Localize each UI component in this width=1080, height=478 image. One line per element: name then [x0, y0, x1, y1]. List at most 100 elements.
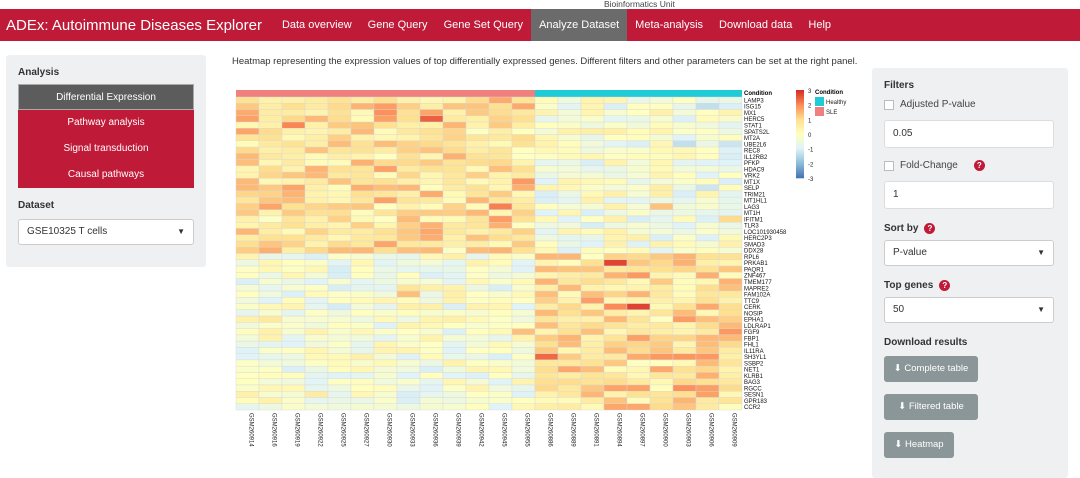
nav-gene-set-query[interactable]: Gene Set Query [443, 19, 524, 31]
heatmap-cell [511, 397, 536, 404]
help-icon[interactable]: ? [939, 280, 951, 291]
fold-change-checkbox[interactable]: Fold-Change? [884, 160, 1056, 171]
heatmap-cell [672, 328, 697, 336]
color-scale-segment [796, 132, 804, 135]
row-label: HERC5 [744, 117, 765, 123]
adj-pvalue-input[interactable]: 0.05 [884, 120, 1054, 148]
heatmap-cell [603, 196, 628, 204]
adj-pvalue-checkbox[interactable]: Adjusted P-value [884, 99, 1056, 110]
heatmap-cell [672, 184, 697, 192]
heatmap-cell [557, 315, 582, 323]
heatmap-cell [718, 372, 743, 379]
top-genes-select[interactable]: 50 ▼ [884, 297, 1054, 323]
nav-meta-analysis[interactable]: Meta-analysis [635, 19, 704, 31]
fold-change-input[interactable]: 1 [884, 181, 1054, 209]
color-scale-segment [796, 126, 804, 129]
download-filtered-table-button[interactable]: ⬇ Filtered table [884, 394, 978, 420]
heatmap-cell [350, 253, 375, 260]
heatmap-cell [511, 391, 536, 398]
dataset-label: Dataset [18, 200, 55, 211]
heatmap-cell [396, 253, 421, 260]
heatmap-cell [672, 309, 697, 317]
heatmap-cell [235, 153, 260, 160]
heatmap-cell [603, 303, 628, 311]
heatmap-cell [534, 165, 559, 173]
heatmap-cell [511, 134, 536, 142]
heatmap-cell [603, 115, 628, 123]
heatmap-cell [534, 159, 559, 167]
heatmap-cell [580, 234, 605, 242]
heatmap-cell [603, 134, 628, 142]
heatmap-cell [603, 165, 628, 173]
dataset-select[interactable]: GSE10325 T cells ▼ [18, 219, 194, 245]
heatmap-cell [235, 128, 260, 135]
help-icon[interactable]: ? [924, 223, 936, 234]
analysis-differential-expression[interactable]: Differential Expression [18, 84, 194, 110]
heatmap-cell [695, 353, 720, 361]
heatmap-cell [235, 403, 260, 411]
heatmap-cell [672, 146, 697, 154]
heatmap-cell [534, 359, 559, 367]
nav-analyze-dataset[interactable]: Analyze Dataset [531, 9, 628, 41]
heatmap-cell [557, 391, 582, 398]
heatmap-cell [442, 384, 467, 392]
heatmap-cell [235, 96, 260, 104]
row-label: KLRB1 [744, 374, 764, 380]
heatmap-cell [465, 253, 490, 260]
heatmap-cell [603, 190, 628, 198]
heatmap-cell [258, 328, 283, 336]
heatmap-cell [465, 272, 490, 279]
fold-change-label: Fold-Change [900, 160, 958, 171]
heatmap-cell [235, 334, 260, 342]
heatmap-cell [350, 221, 375, 229]
heatmap-cell [557, 190, 582, 198]
heatmap-cell [350, 134, 375, 142]
heatmap-cell [442, 134, 467, 142]
heatmap-cell [488, 265, 513, 273]
heatmap-cell [442, 215, 467, 223]
color-scale-segment [796, 176, 804, 179]
analysis-causal-pathways[interactable]: Causal pathways [18, 162, 194, 188]
analysis-signal-transduction[interactable]: Signal transduction [18, 136, 194, 162]
nav-gene-query[interactable]: Gene Query [367, 19, 428, 31]
color-scale-segment [796, 122, 804, 125]
heatmap-cell [258, 247, 283, 254]
heatmap-cell [373, 109, 398, 116]
checkbox-box[interactable] [884, 99, 894, 110]
heatmap-cell [281, 309, 306, 317]
heatmap-cell [488, 334, 513, 342]
heatmap-description: Heatmap representing the expression valu… [232, 56, 858, 67]
nav-download-data[interactable]: Download data [719, 19, 793, 31]
row-label: NOSIP [744, 311, 763, 317]
download-complete-table-button[interactable]: ⬇ Complete table [884, 356, 978, 382]
checkbox-box[interactable] [884, 160, 894, 171]
heatmap-cell [718, 159, 743, 167]
bioinformatics-unit-note: Bioinformatics Unit [604, 0, 675, 9]
help-icon[interactable]: ? [973, 160, 985, 171]
analysis-pathway[interactable]: Pathway analysis [18, 110, 194, 136]
nav-data-overview[interactable]: Data overview [281, 19, 352, 31]
nav-help[interactable]: Help [808, 19, 832, 31]
heatmap-cell [695, 384, 720, 392]
heatmap-cell [580, 391, 605, 398]
color-scale-segment [796, 98, 804, 101]
top-genes-value: 50 [893, 304, 905, 315]
heatmap-cell [488, 284, 513, 292]
heatmap-cell [695, 153, 720, 160]
heatmap-cell [603, 278, 628, 286]
heatmap-cell [488, 353, 513, 361]
row-label: CERK [744, 305, 761, 311]
color-scale-segment [796, 147, 804, 149]
heatmap-cell [327, 190, 352, 198]
heatmap-cell [626, 259, 651, 267]
heatmap-cell [350, 365, 375, 373]
heatmap-cell [488, 297, 513, 304]
brand-title[interactable]: ADEx: Autoimmune Diseases Explorer [6, 16, 262, 34]
heatmap-cell [580, 359, 605, 367]
heatmap-cell [488, 378, 513, 386]
row-label: VRK2 [744, 174, 760, 180]
sort-by-select[interactable]: P-value ▼ [884, 240, 1054, 266]
heatmap-cell [373, 134, 398, 142]
heatmap-cell [396, 284, 421, 292]
download-heatmap-button[interactable]: ⬇ Heatmap [884, 432, 954, 458]
